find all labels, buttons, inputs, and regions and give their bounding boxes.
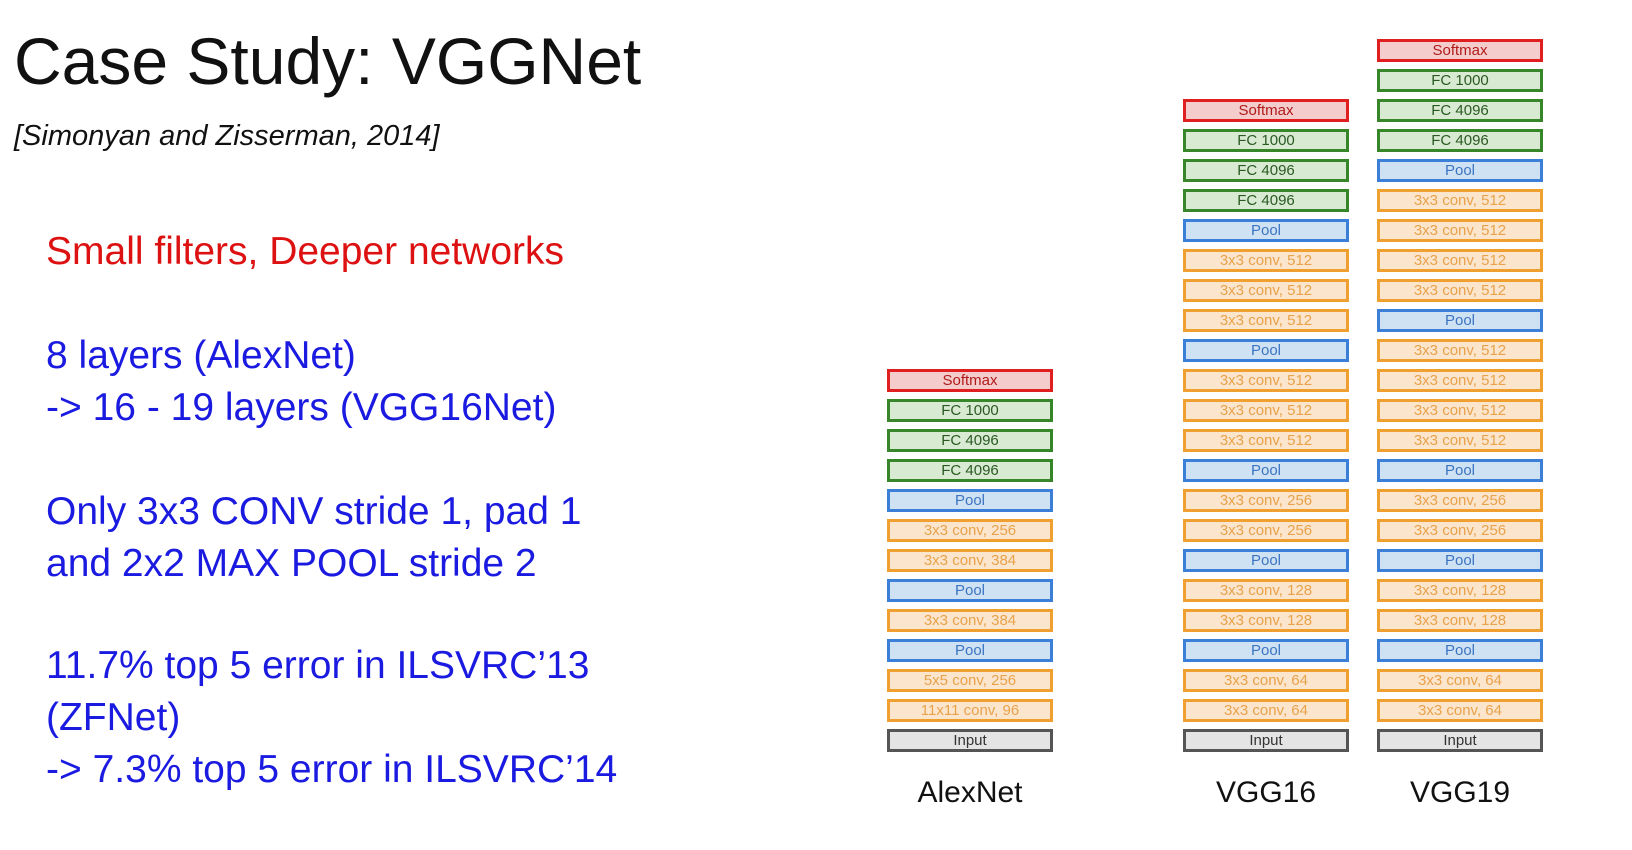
text-line: 8 layers (AlexNet): [46, 334, 356, 377]
conv-layer-box: 3x3 conv, 512: [1377, 249, 1543, 272]
fc-layer-box: FC 4096: [1377, 99, 1543, 122]
conv-layer-box: 3x3 conv, 512: [1183, 249, 1349, 272]
conv-layer-box: 3x3 conv, 384: [887, 609, 1053, 632]
conv-layer-box: 11x11 conv, 96: [887, 699, 1053, 722]
conv-layer-box: 3x3 conv, 512: [1377, 399, 1543, 422]
fc-layer-box: FC 4096: [887, 459, 1053, 482]
softmax-layer-box: Softmax: [1377, 39, 1543, 62]
conv-layer-box: 3x3 conv, 512: [1183, 309, 1349, 332]
text-line: -> 16 - 19 layers (VGG16Net): [46, 386, 557, 429]
input-layer-box: Input: [1183, 729, 1349, 752]
conv-layer-box: 3x3 conv, 256: [1377, 489, 1543, 512]
softmax-layer-box: Softmax: [887, 369, 1053, 392]
conv-layer-box: 3x3 conv, 512: [1183, 369, 1349, 392]
slide-title: Case Study: VGGNet: [14, 24, 642, 98]
pool-layer-box: Pool: [1377, 549, 1543, 572]
pool-layer-box: Pool: [887, 639, 1053, 662]
conv-layer-box: 3x3 conv, 256: [1377, 519, 1543, 542]
fc-layer-box: FC 4096: [887, 429, 1053, 452]
network-label-alexnet: AlexNet: [917, 776, 1023, 809]
pool-layer-box: Pool: [1377, 639, 1543, 662]
conv-layer-box: 3x3 conv, 128: [1377, 579, 1543, 602]
text-line: and 2x2 MAX POOL stride 2: [46, 542, 537, 585]
conv-layer-box: 3x3 conv, 128: [1183, 579, 1349, 602]
conv-layer-box: 3x3 conv, 64: [1183, 699, 1349, 722]
network-label-vgg19: VGG19: [1409, 776, 1511, 809]
pool-layer-box: Pool: [1183, 219, 1349, 242]
conv-layer-box: 3x3 conv, 512: [1183, 279, 1349, 302]
pool-layer-box: Pool: [887, 489, 1053, 512]
pool-layer-box: Pool: [1183, 549, 1349, 572]
input-layer-box: Input: [1377, 729, 1543, 752]
conv-layer-box: 3x3 conv, 64: [1377, 669, 1543, 692]
conv-layer-box: 3x3 conv, 384: [887, 549, 1053, 572]
conv-layer-box: 3x3 conv, 512: [1377, 339, 1543, 362]
text-line: Only 3x3 CONV stride 1, pad 1: [46, 490, 582, 533]
highlight-text: Small filters, Deeper networks: [46, 230, 565, 273]
pool-layer-box: Pool: [1183, 459, 1349, 482]
text-line: 11.7% top 5 error in ILSVRC’13: [46, 644, 590, 687]
fc-layer-box: FC 1000: [1183, 129, 1349, 152]
layers-text-block: 8 layers (AlexNet) -> 16 - 19 layers (VG…: [46, 330, 556, 434]
conv-layer-box: 3x3 conv, 128: [1377, 609, 1543, 632]
pool-layer-box: Pool: [1183, 639, 1349, 662]
text-line: -> 7.3% top 5 error in ILSVRC’14: [46, 748, 618, 791]
network-label-vgg16: VGG16: [1215, 776, 1317, 809]
pool-layer-box: Pool: [1377, 459, 1543, 482]
conv-layer-box: 3x3 conv, 64: [1183, 669, 1349, 692]
conv-layer-box: 3x3 conv, 512: [1377, 219, 1543, 242]
fc-layer-box: FC 1000: [887, 399, 1053, 422]
fc-layer-box: FC 1000: [1377, 69, 1543, 92]
error-text-block: 11.7% top 5 error in ILSVRC’13 (ZFNet) -…: [46, 640, 617, 796]
conv-layer-box: 3x3 conv, 256: [887, 519, 1053, 542]
pool-layer-box: Pool: [887, 579, 1053, 602]
conv-layer-box: 3x3 conv, 512: [1377, 429, 1543, 452]
conv-layer-box: 3x3 conv, 512: [1183, 429, 1349, 452]
fc-layer-box: FC 4096: [1377, 129, 1543, 152]
conv-layer-box: 3x3 conv, 128: [1183, 609, 1349, 632]
softmax-layer-box: Softmax: [1183, 99, 1349, 122]
conv-text-block: Only 3x3 CONV stride 1, pad 1 and 2x2 MA…: [46, 486, 581, 590]
conv-layer-box: 3x3 conv, 512: [1377, 189, 1543, 212]
conv-layer-box: 3x3 conv, 512: [1377, 279, 1543, 302]
pool-layer-box: Pool: [1377, 159, 1543, 182]
input-layer-box: Input: [887, 729, 1053, 752]
fc-layer-box: FC 4096: [1183, 189, 1349, 212]
conv-layer-box: 3x3 conv, 256: [1183, 489, 1349, 512]
text-line: (ZFNet): [46, 696, 181, 739]
pool-layer-box: Pool: [1377, 309, 1543, 332]
conv-layer-box: 3x3 conv, 512: [1377, 369, 1543, 392]
conv-layer-box: 3x3 conv, 512: [1183, 399, 1349, 422]
conv-layer-box: 5x5 conv, 256: [887, 669, 1053, 692]
citation: [Simonyan and Zisserman, 2014]: [14, 120, 440, 152]
fc-layer-box: FC 4096: [1183, 159, 1349, 182]
conv-layer-box: 3x3 conv, 256: [1183, 519, 1349, 542]
conv-layer-box: 3x3 conv, 64: [1377, 699, 1543, 722]
pool-layer-box: Pool: [1183, 339, 1349, 362]
